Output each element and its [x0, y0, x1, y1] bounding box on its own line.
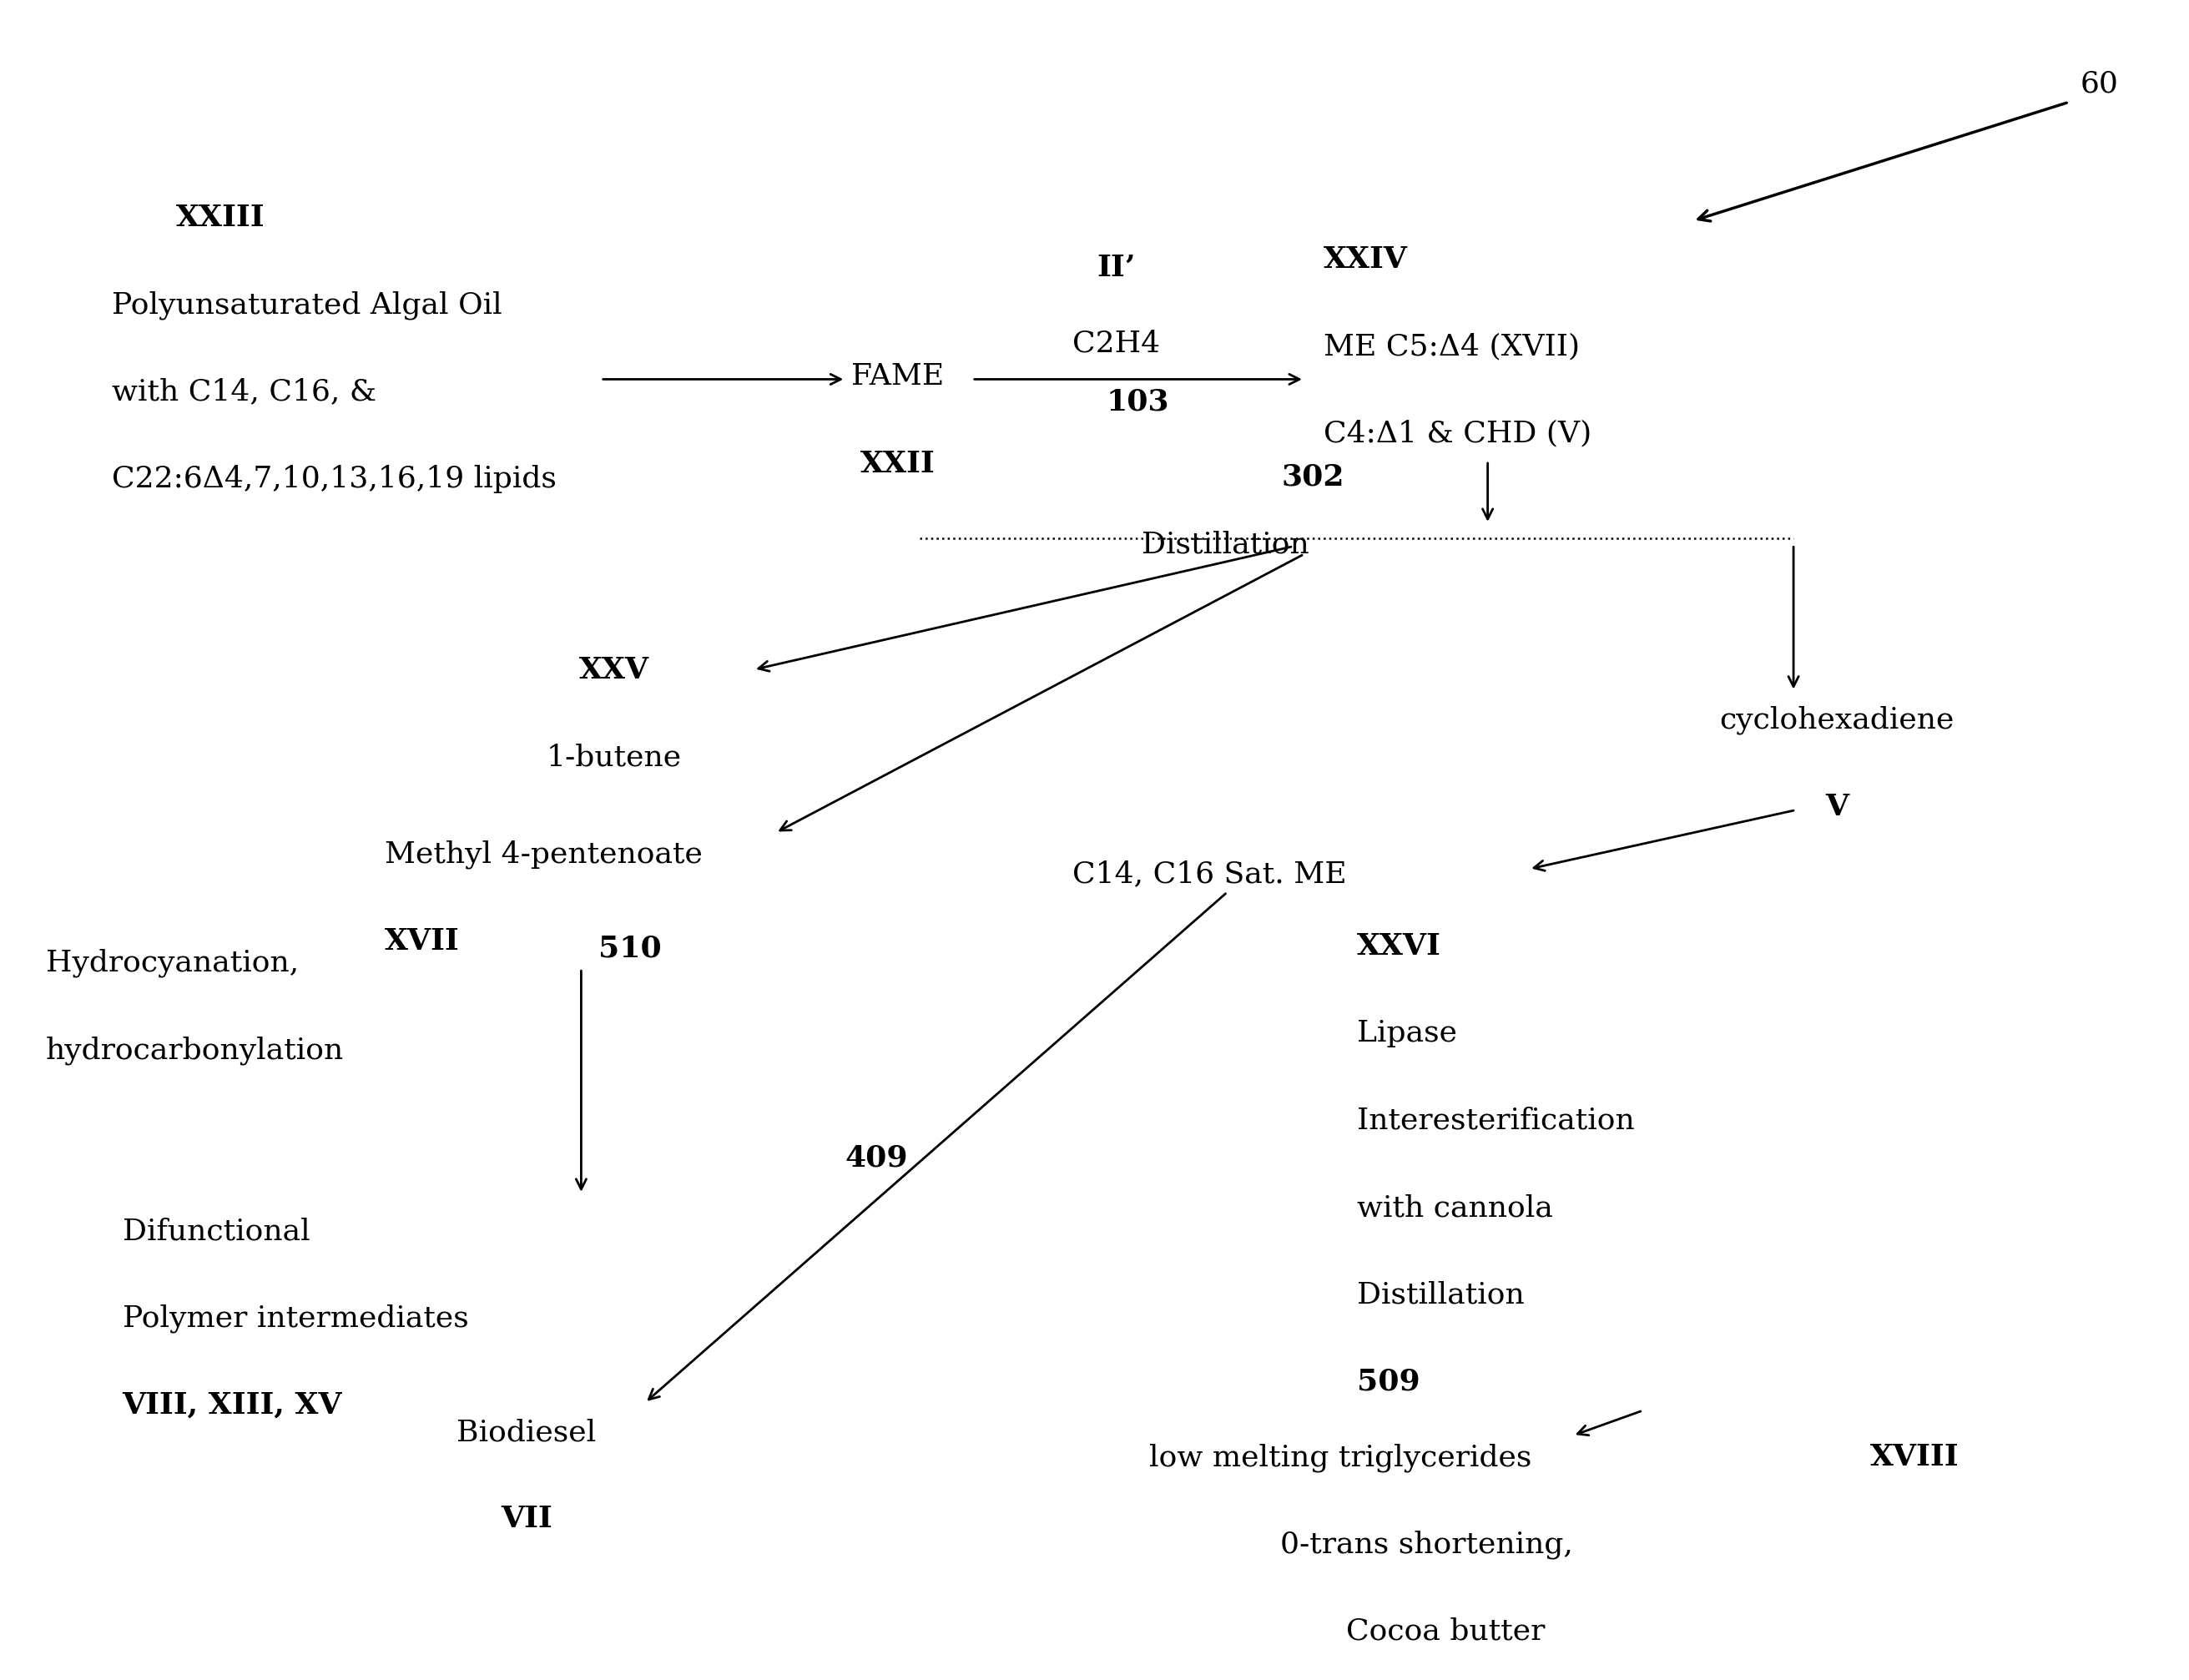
Text: ME C5:Δ4 (XVII): ME C5:Δ4 (XVII)	[1324, 333, 1580, 361]
Text: XXVI: XXVI	[1357, 932, 1440, 961]
Text: Methyl 4-pentenoate: Methyl 4-pentenoate	[385, 840, 703, 869]
Text: Distillation: Distillation	[1143, 531, 1309, 558]
Text: V: V	[1826, 793, 1850, 822]
Text: XXIII: XXIII	[177, 203, 265, 232]
Text: Difunctional: Difunctional	[123, 1216, 311, 1245]
Text: 0-trans shortening,: 0-trans shortening,	[1281, 1530, 1574, 1559]
Text: XVII: XVII	[385, 927, 460, 956]
Text: VIII, XIII, XV: VIII, XIII, XV	[123, 1391, 341, 1420]
Text: 509: 509	[1357, 1368, 1421, 1396]
Text: FAME: FAME	[852, 363, 943, 391]
Text: low melting triglycerides: low melting triglycerides	[1149, 1443, 1541, 1472]
Text: C22:6Δ4,7,10,13,16,19 lipids: C22:6Δ4,7,10,13,16,19 lipids	[112, 465, 556, 494]
Text: 409: 409	[845, 1144, 908, 1173]
Text: 60: 60	[2080, 69, 2119, 97]
Text: 1-butene: 1-butene	[547, 743, 681, 771]
Text: Polyunsaturated Algal Oil: Polyunsaturated Algal Oil	[112, 291, 501, 319]
Text: VII: VII	[501, 1505, 552, 1534]
Text: XVIII: XVIII	[1869, 1443, 1959, 1472]
Text: Polymer intermediates: Polymer intermediates	[123, 1304, 468, 1332]
Text: hydrocarbonylation: hydrocarbonylation	[46, 1037, 344, 1065]
Text: C4:Δ1 & CHD (V): C4:Δ1 & CHD (V)	[1324, 420, 1591, 449]
Text: XXII: XXII	[860, 450, 935, 479]
Text: Hydrocyanation,: Hydrocyanation,	[46, 949, 300, 978]
Text: XXIV: XXIV	[1324, 245, 1408, 274]
Text: Biodiesel: Biodiesel	[458, 1418, 595, 1446]
Text: 103: 103	[1108, 388, 1169, 417]
Text: Distillation: Distillation	[1357, 1280, 1524, 1309]
Text: XXV: XXV	[578, 655, 648, 684]
Text: Lipase: Lipase	[1357, 1020, 1456, 1048]
Text: II’: II’	[1097, 254, 1136, 282]
Text: Cocoa butter: Cocoa butter	[1346, 1618, 1545, 1646]
Text: C14, C16 Sat. ME: C14, C16 Sat. ME	[1073, 860, 1346, 889]
Text: C2H4: C2H4	[1073, 329, 1160, 358]
Text: with cannola: with cannola	[1357, 1193, 1552, 1221]
Text: 302: 302	[1281, 464, 1344, 492]
Text: 510: 510	[598, 934, 661, 963]
Text: cyclohexadiene: cyclohexadiene	[1721, 706, 1955, 734]
Text: Interesterification: Interesterification	[1357, 1107, 1635, 1134]
Text: with C14, C16, &: with C14, C16, &	[112, 378, 377, 407]
